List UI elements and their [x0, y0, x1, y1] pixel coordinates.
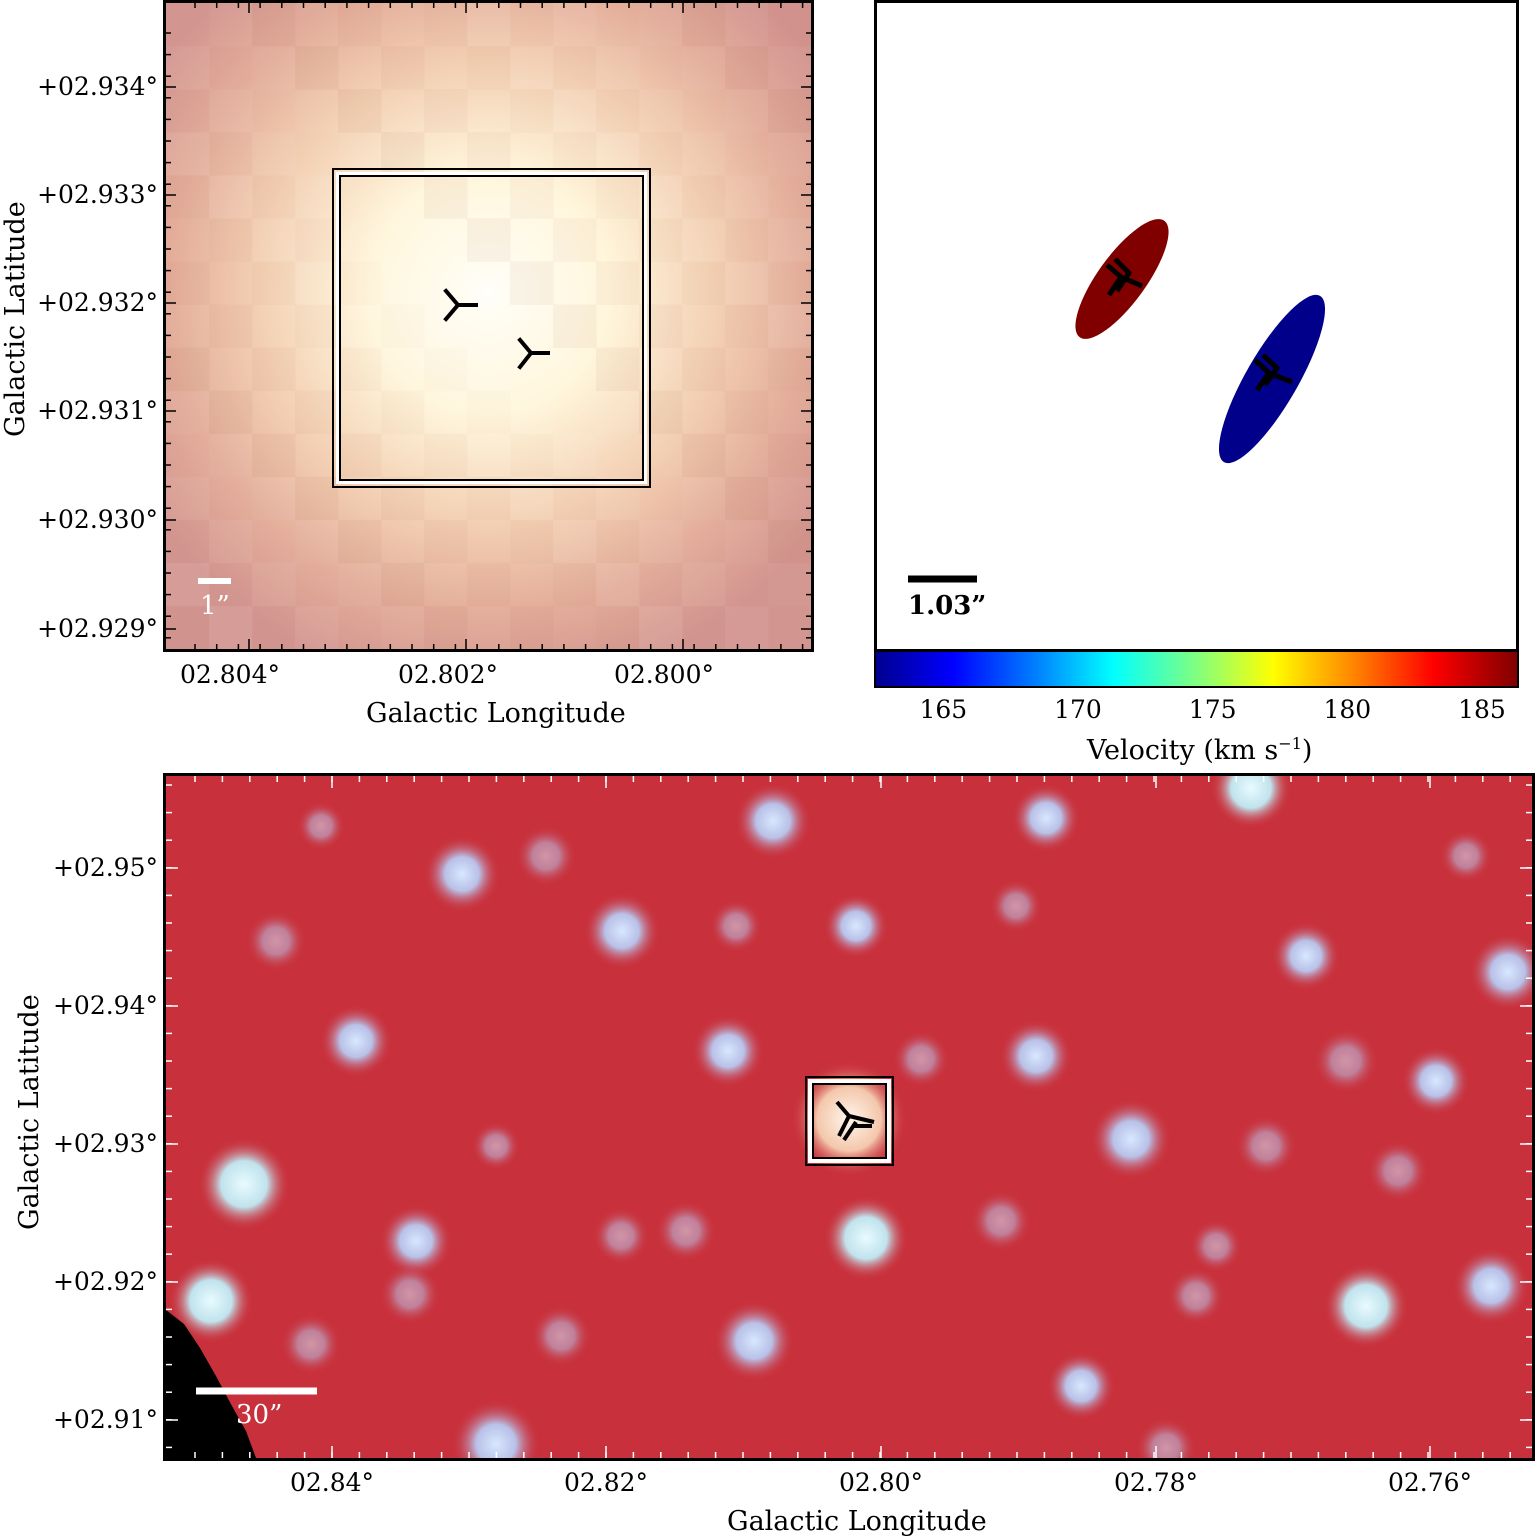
y-tick-label: +02.95° — [52, 853, 158, 882]
x-tick-label: 02.802° — [398, 660, 498, 689]
colorbar-label: Velocity (km s−1) — [1087, 734, 1313, 766]
no-data-region — [166, 1310, 256, 1458]
y-tick-label: +02.92° — [52, 1267, 158, 1296]
bottom-y-axis-label: Galactic Latitude — [14, 994, 45, 1230]
x-tick-label: 02.76° — [1387, 1468, 1473, 1497]
x-tick-label: 02.82° — [563, 1468, 649, 1497]
y-tick-label: +02.91° — [52, 1405, 158, 1434]
source-marker-red — [1105, 257, 1143, 297]
x-tick-label: 02.804° — [180, 660, 280, 689]
scale-bar-label: 1.03” — [908, 591, 987, 621]
source-marker-cluster — [835, 1100, 875, 1142]
x-tick-label: 02.800° — [614, 660, 714, 689]
bottom-x-axis-label: Galactic Longitude — [727, 1506, 987, 1537]
top-left-zoom-image — [166, 3, 811, 649]
top-left-y-axis-label: Galactic Latitude — [0, 201, 31, 437]
y-tick-label: +02.934° — [37, 72, 158, 101]
source-marker-blue — [1253, 353, 1293, 392]
top-left-x-axis-label: Galactic Longitude — [366, 698, 626, 729]
colorbar-tick-label: 185 — [1458, 695, 1506, 724]
y-tick-label: +02.930° — [37, 505, 158, 534]
colorbar-tick-label: 170 — [1054, 695, 1102, 724]
source-marker-1 — [443, 288, 478, 322]
zoom-region-box — [805, 1076, 894, 1166]
y-tick-label: +02.93° — [52, 1129, 158, 1158]
top-right-velocity-panel: 1.03” — [874, 0, 1519, 652]
y-tick-label: +02.929° — [37, 614, 158, 643]
colorbar-tick-label: 180 — [1323, 695, 1372, 724]
aperture-box — [332, 168, 651, 488]
velocity-map — [908, 219, 1326, 583]
colorbar-tick-label: 175 — [1188, 695, 1237, 724]
scale-bar-label: 1” — [200, 591, 230, 621]
scale-bar-label: 30” — [236, 1400, 283, 1430]
x-tick-label: 02.84° — [289, 1468, 375, 1497]
y-tick-label: +02.94° — [52, 991, 158, 1020]
colorbar-tick-label: 165 — [919, 695, 968, 724]
source-marker-2 — [517, 337, 550, 370]
x-tick-label: 02.78° — [1113, 1468, 1199, 1497]
x-tick-label: 02.80° — [838, 1468, 924, 1497]
wide-field-image — [166, 776, 1532, 1458]
velocity-colorbar — [874, 650, 1519, 688]
y-tick-label: +02.932° — [37, 288, 158, 317]
bottom-wide-field-panel: 30” — [163, 773, 1535, 1461]
top-left-image-panel: 1” — [163, 0, 814, 652]
y-tick-label: +02.933° — [37, 180, 158, 209]
y-tick-label: +02.931° — [37, 396, 158, 425]
